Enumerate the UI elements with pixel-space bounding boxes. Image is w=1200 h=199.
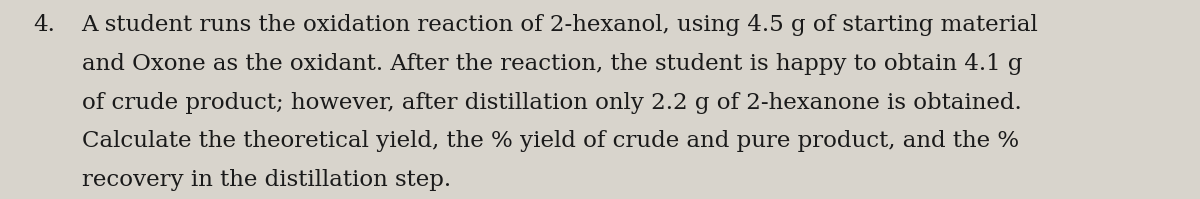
Text: and Oxone as the oxidant. After the reaction, the student is happy to obtain 4.1: and Oxone as the oxidant. After the reac…: [82, 53, 1022, 75]
Text: recovery in the distillation step.: recovery in the distillation step.: [82, 169, 451, 191]
Text: of crude product; however, after distillation only 2.2 g of 2-hexanone is obtain: of crude product; however, after distill…: [82, 92, 1021, 114]
Text: A student runs the oxidation reaction of 2-hexanol, using 4.5 g of starting mate: A student runs the oxidation reaction of…: [82, 14, 1038, 36]
Text: 4.: 4.: [34, 14, 55, 36]
Text: Calculate the theoretical yield, the % yield of crude and pure product, and the : Calculate the theoretical yield, the % y…: [82, 130, 1019, 152]
